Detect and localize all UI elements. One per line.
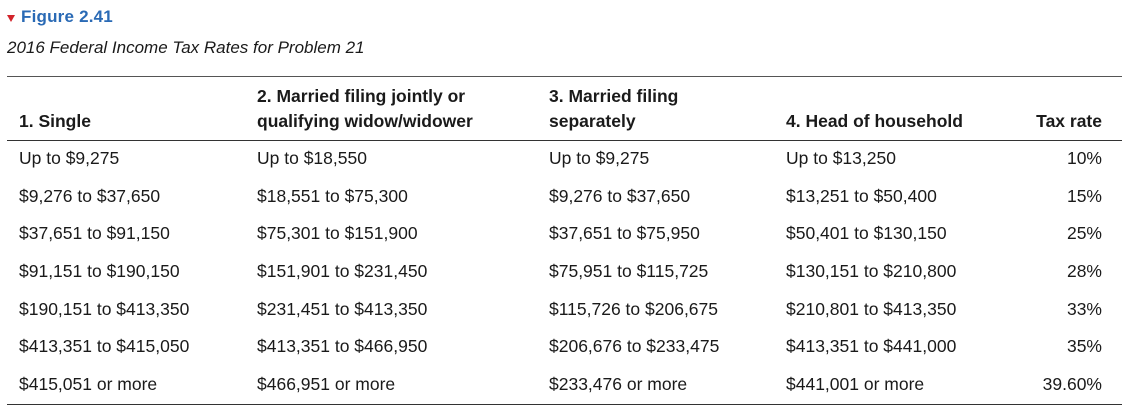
cell-tax-rate: 33% xyxy=(1066,298,1102,319)
cell-head-of-household: $13,251 to $50,400 xyxy=(786,185,937,206)
cell-single: $37,651 to $91,150 xyxy=(19,223,170,244)
cell-tax-rate: 15% xyxy=(1066,185,1102,206)
figure-header: Figure 2.41 xyxy=(7,4,113,30)
cell-single: $9,276 to $37,650 xyxy=(19,185,161,206)
cell-married-separately: $9,276 to $37,650 xyxy=(549,185,691,206)
cell-married-jointly: $413,351 to $466,950 xyxy=(257,336,428,357)
cell-married-separately: $115,726 to $206,675 xyxy=(549,298,719,319)
table-header-rule xyxy=(7,140,1122,141)
table-row: $91,151 to $190,150 $151,901 to $231,450 $… xyxy=(0,253,1132,291)
table-row: $190,151 to $413,350 $231,451 to $413,350… xyxy=(0,291,1132,329)
table-row: $413,351 to $415,050 $413,351 to $466,950… xyxy=(0,328,1132,366)
cell-head-of-household: $50,401 to $130,150 xyxy=(786,223,947,244)
cell-tax-rate: 39.60% xyxy=(1042,374,1102,395)
cell-head-of-household: Up to $13,250 xyxy=(786,148,896,168)
cell-married-separately: $75,951 to $115,725 xyxy=(549,261,709,282)
cell-married-jointly: $231,451 to $413,350 xyxy=(257,298,428,319)
cell-tax-rate: 10% xyxy=(1066,148,1102,168)
figure-caption: 2016 Federal Income Tax Rates for Proble… xyxy=(7,38,365,57)
table-row: $37,651 to $91,150 $75,301 to $151,900 $37… xyxy=(0,215,1132,253)
column-header-married-jointly: 2. Married filing jointly or qualifying … xyxy=(257,86,473,131)
cell-tax-rate: 28% xyxy=(1066,261,1102,282)
column-header-married-separately: 3. Married filing separately xyxy=(549,86,679,131)
cell-single: $415,051 or more xyxy=(19,374,158,395)
cell-head-of-household: $413,351 to $441,000 xyxy=(786,336,957,357)
table-row: Up to $9,275 Up to $18,550 Up to $9,275 Up … xyxy=(0,140,1132,178)
cell-head-of-household: $441,001 or more xyxy=(786,374,925,395)
table-top-rule xyxy=(7,76,1122,77)
cell-single: $413,351 to $415,050 xyxy=(19,336,190,357)
table-bottom-rule xyxy=(7,404,1122,405)
figure-label: Figure 2.41 xyxy=(21,7,113,26)
column-header-head-of-household: 4. Head of household xyxy=(786,111,963,131)
table-body: Up to $9,275 Up to $18,550 Up to $9,275 Up … xyxy=(0,140,1132,404)
column-header-single: 1. Single xyxy=(19,111,91,131)
cell-married-jointly: $18,551 to $75,300 xyxy=(257,185,408,206)
cell-married-separately: $206,676 to $233,475 xyxy=(549,336,720,357)
cell-married-separately: $37,651 to $75,950 xyxy=(549,223,700,244)
cell-single: $91,151 to $190,150 xyxy=(19,261,180,282)
cell-married-separately: Up to $9,275 xyxy=(549,148,650,168)
cell-head-of-household: $210,801 to $413,350 xyxy=(786,298,957,319)
cell-single: $190,151 to $413,350 xyxy=(19,298,190,319)
cell-single: Up to $9,275 xyxy=(19,148,120,168)
cell-married-jointly: $466,951 or more xyxy=(257,374,396,395)
collapse-triangle-icon[interactable] xyxy=(7,14,15,22)
table-header-row: 1. Single 2. Married filing jointly or q… xyxy=(0,76,1132,140)
cell-married-separately: $233,476 or more xyxy=(549,374,688,395)
cell-head-of-household: $130,151 to $210,800 xyxy=(786,261,957,282)
tax-rate-table: 1. Single 2. Married filing jointly or q… xyxy=(0,76,1132,404)
cell-married-jointly: $75,301 to $151,900 xyxy=(257,223,418,244)
cell-tax-rate: 35% xyxy=(1066,336,1102,357)
column-header-tax-rate: Tax rate xyxy=(1036,111,1102,131)
cell-married-jointly: $151,901 to $231,450 xyxy=(257,261,428,282)
cell-tax-rate: 25% xyxy=(1066,223,1102,244)
table-row: $9,276 to $37,650 $18,551 to $75,300 $9,27… xyxy=(0,178,1132,216)
cell-married-jointly: Up to $18,550 xyxy=(257,148,367,168)
table-row: $415,051 or more $466,951 or more $233,476… xyxy=(0,366,1132,404)
